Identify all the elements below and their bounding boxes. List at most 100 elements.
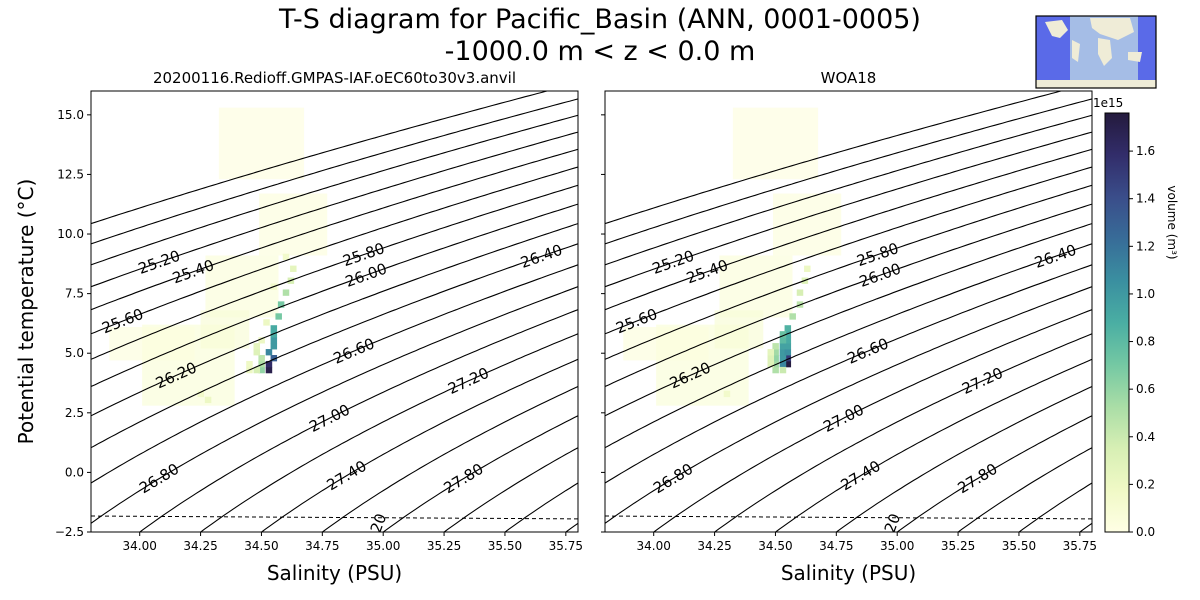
y-tick-label: 2.5 bbox=[65, 406, 84, 420]
colorbar-label: volume (m³) bbox=[1165, 185, 1179, 259]
low-volume-region bbox=[719, 255, 793, 318]
volume-cell bbox=[779, 349, 787, 356]
inset-map-antarctica bbox=[1036, 80, 1156, 88]
volume-cell bbox=[784, 325, 792, 332]
x-tick-label: 34.00 bbox=[637, 539, 671, 553]
inset-map-land-2 bbox=[1090, 18, 1134, 40]
volume-cell bbox=[270, 331, 278, 338]
colorbar-offset-text: 1e15 bbox=[1093, 96, 1123, 110]
isopycnal-line bbox=[91, 131, 578, 288]
volume-cell bbox=[723, 390, 731, 398]
x-tick-label: 34.75 bbox=[819, 539, 853, 553]
volume-cell bbox=[772, 366, 779, 374]
volume-cell bbox=[784, 349, 792, 356]
volume-cells bbox=[723, 265, 811, 398]
volume-cell bbox=[772, 343, 779, 350]
isopycnal-line bbox=[91, 264, 578, 484]
x-tick-label: 34.50 bbox=[244, 539, 278, 553]
low-volume-cloud bbox=[109, 107, 328, 406]
inset-map-land-4 bbox=[1128, 52, 1142, 62]
isopycnal-line bbox=[713, 333, 1092, 532]
low-volume-region bbox=[623, 326, 709, 361]
isopycnal-line bbox=[605, 148, 1092, 311]
axes-frame bbox=[90, 90, 579, 533]
panel-title: 20200116.Redioff.GMPAS-IAF.oEC60to30v3.a… bbox=[153, 69, 516, 87]
volume-cell bbox=[263, 319, 270, 326]
y-axis-label: Potential temperature (°C) bbox=[14, 179, 38, 445]
isopycnal-line bbox=[382, 415, 578, 532]
isopycnal-line bbox=[605, 264, 1092, 484]
volume-cell bbox=[265, 349, 273, 356]
isopycnal-line bbox=[91, 91, 550, 225]
isopycnal-line bbox=[652, 309, 1092, 532]
isopycnal-line bbox=[774, 358, 1092, 532]
volume-cell bbox=[270, 325, 278, 332]
volume-cell bbox=[784, 331, 792, 338]
isopycnal-line bbox=[504, 482, 578, 532]
x-tick-label: 34.00 bbox=[123, 539, 157, 553]
volume-cell bbox=[784, 360, 792, 368]
volume-cell bbox=[784, 355, 792, 362]
volume-cell bbox=[804, 265, 811, 272]
volume-cell bbox=[265, 366, 273, 374]
low-volume-region bbox=[732, 107, 819, 180]
volume-cell bbox=[270, 337, 278, 344]
volume-cell bbox=[784, 337, 792, 344]
figure-title-line1: T-S diagram for Pacific_Basin (ANN, 0001… bbox=[278, 4, 921, 35]
volume-cell bbox=[282, 289, 290, 296]
isopycnal-line bbox=[957, 447, 1092, 532]
isopycnal-line bbox=[605, 223, 1092, 417]
volume-cell bbox=[246, 360, 253, 368]
isopycnal-line bbox=[443, 447, 578, 532]
contour-label-fragment: 20 bbox=[367, 511, 390, 535]
colorbar-tick-label: 1.2 bbox=[1136, 239, 1155, 253]
y-tick-label: 15.0 bbox=[57, 108, 84, 122]
volume-cell bbox=[277, 301, 285, 308]
isopycnal-line bbox=[1079, 522, 1092, 532]
volume-cell bbox=[779, 343, 787, 350]
isopycnal-line bbox=[199, 333, 578, 532]
isopycnal-line bbox=[91, 184, 578, 360]
x-axis-label: Salinity (PSU) bbox=[781, 561, 916, 585]
volume-cell bbox=[204, 396, 212, 404]
colorbar-tick-label: 0.2 bbox=[1136, 477, 1155, 491]
isopycnal-line bbox=[91, 148, 578, 311]
volume-cell bbox=[779, 337, 787, 344]
isopycnal-line bbox=[91, 166, 578, 335]
x-tick-label: 35.50 bbox=[1002, 539, 1036, 553]
isopycnal-line bbox=[605, 131, 1092, 288]
isopycnal-line bbox=[605, 114, 1092, 266]
volume-cell bbox=[197, 390, 205, 398]
isopycnal-line bbox=[605, 184, 1092, 360]
volume-cell bbox=[265, 360, 273, 368]
x-tick-label: 34.25 bbox=[697, 539, 731, 553]
colorbar-tick-label: 0.0 bbox=[1136, 525, 1155, 539]
isopycnal-line bbox=[91, 223, 578, 417]
isopycnal-line bbox=[91, 243, 578, 449]
panel-model: 25.2025.4025.6025.8026.0026.2026.4026.60… bbox=[14, 69, 583, 585]
volume-cell bbox=[779, 331, 787, 338]
isopycnal-line bbox=[605, 91, 1064, 225]
inset-map-frame bbox=[1035, 15, 1157, 89]
x-tick-label: 35.00 bbox=[880, 539, 914, 553]
colorbar-tick-label: 1.4 bbox=[1136, 192, 1155, 206]
volume-cell bbox=[270, 343, 278, 350]
x-axis-label: Salinity (PSU) bbox=[267, 561, 402, 585]
volume-cell bbox=[772, 355, 779, 362]
volume-cell bbox=[779, 360, 787, 368]
inset-map-pacific-east bbox=[1138, 16, 1156, 88]
y-tick-label: 5.0 bbox=[65, 346, 84, 360]
volume-cell bbox=[290, 265, 297, 272]
y-tick-label: 7.5 bbox=[65, 287, 84, 301]
isopycnal-line bbox=[91, 286, 578, 524]
volume-cell bbox=[767, 360, 775, 368]
volume-cell bbox=[796, 289, 804, 296]
y-tick-label: 12.5 bbox=[57, 167, 84, 181]
volume-cell bbox=[789, 313, 796, 320]
isopycnal-line bbox=[605, 166, 1092, 335]
volume-cell bbox=[253, 343, 261, 350]
figure-title-line2: -1000.0 m < z < 0.0 m bbox=[445, 36, 756, 67]
x-tick-label: 35.75 bbox=[1063, 539, 1097, 553]
isopycnal-line bbox=[896, 415, 1092, 532]
